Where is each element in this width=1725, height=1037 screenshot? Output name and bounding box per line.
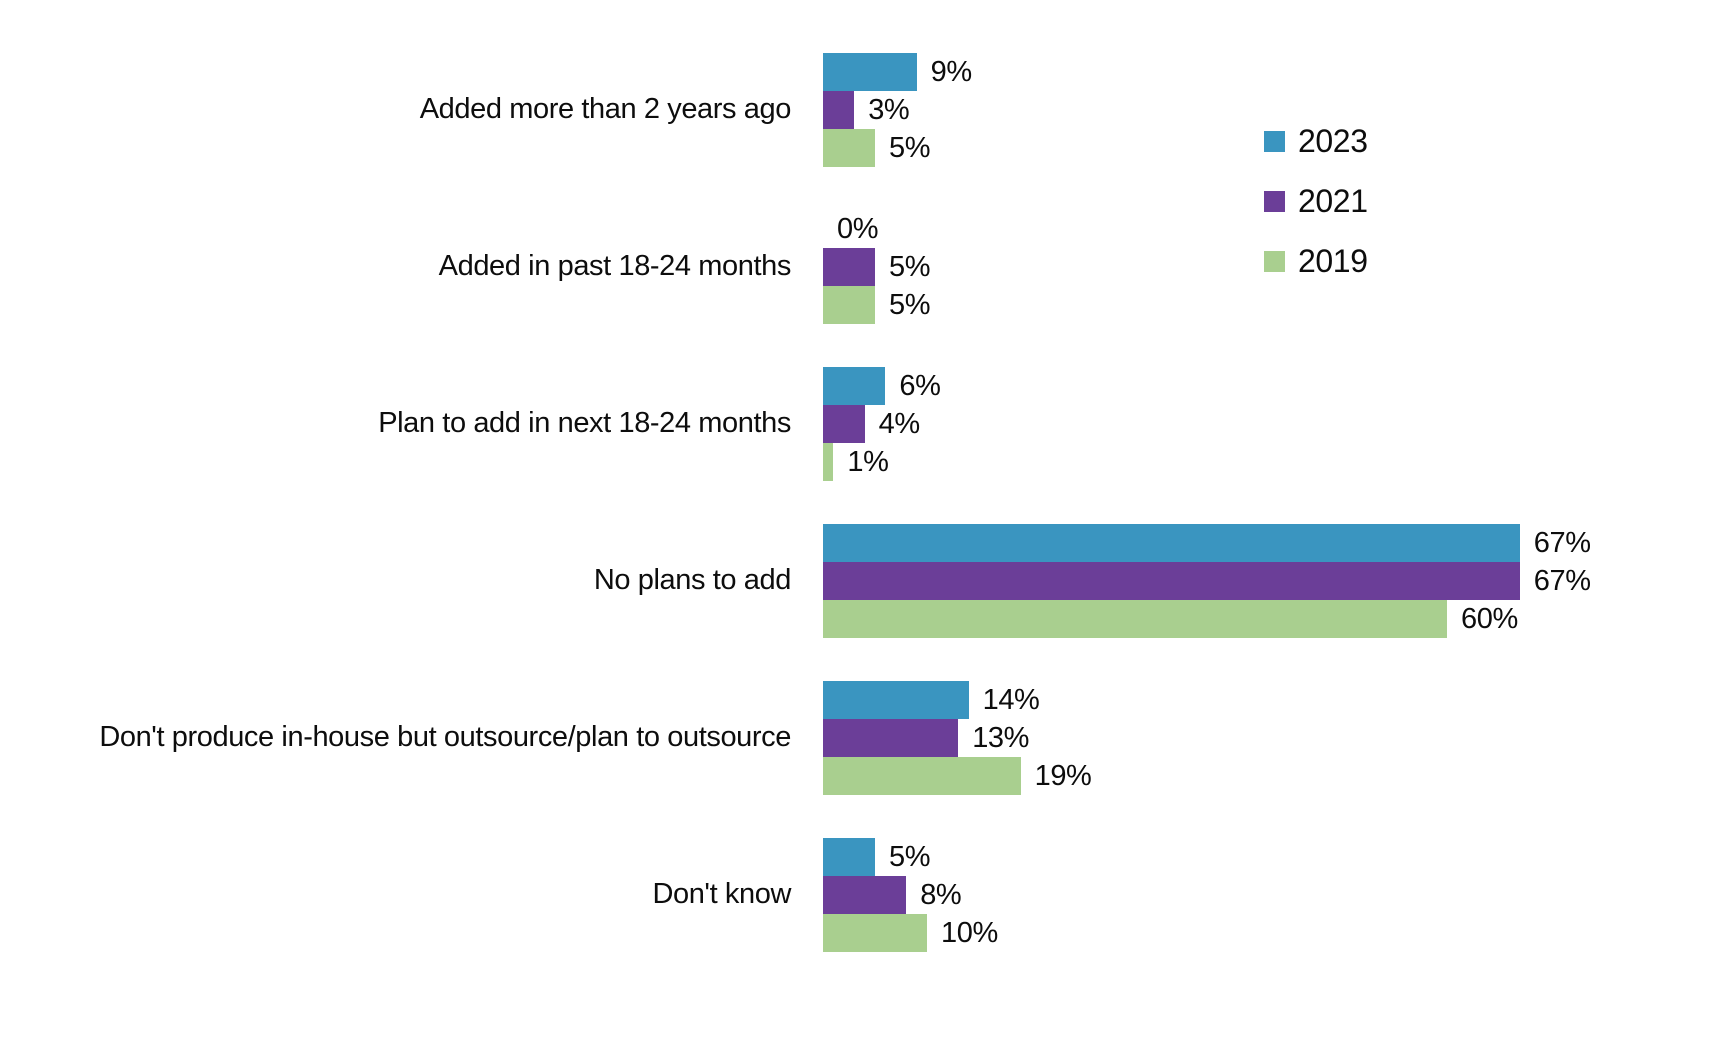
value-label: 1% [847,445,889,478]
category-label: Plan to add in next 18-24 months [378,407,791,440]
bar-2023 [823,367,886,405]
bar-2019 [823,757,1021,795]
bar-2023 [823,53,917,91]
bar-group: 0% 5% 5% [823,210,931,324]
legend-swatch-2021 [1264,190,1285,212]
bar-2023 [823,838,875,876]
bar-row: 1% [823,443,941,481]
legend: 2023 2021 2019 [1264,122,1368,304]
bar-row: 5% [823,286,931,324]
category-group: No plans to add 67% 67% 60% [0,524,1591,638]
bar-2021 [823,248,875,286]
legend-label: 2021 [1298,182,1368,219]
bar-row: 4% [823,405,941,443]
value-label: 5% [889,131,931,164]
bar-row: 0% [823,210,930,248]
category-label: Don't know [652,878,791,911]
bar-row: 6% [823,367,941,405]
legend-label: 2023 [1298,122,1368,159]
bar-row: 3% [823,91,972,129]
category-label: Don't produce in-house but outsource/pla… [99,721,791,754]
legend-swatch-2019 [1264,250,1285,272]
bar-row: 14% [823,681,1091,719]
bar-row: 9% [823,53,972,91]
category-label: Added more than 2 years ago [419,93,792,126]
value-label: 8% [920,878,962,911]
bar-row: 60% [823,600,1591,638]
legend-swatch-2023 [1264,130,1285,152]
category-group: Plan to add in next 18-24 months 6% 4% 1% [0,367,1591,481]
bar-2019 [823,129,875,167]
value-label: 4% [878,407,921,440]
category-group: Don't know 5% 8% 10% [0,838,1591,952]
value-label: 13% [972,721,1030,754]
value-label: 5% [889,250,931,283]
bar-group: 9% 3% 5% [823,53,972,167]
legend-item-2019: 2019 [1264,242,1368,279]
legend-label: 2019 [1298,242,1368,279]
value-label: 10% [941,916,998,949]
bar-2023 [823,681,969,719]
bar-row: 5% [823,129,972,167]
bar-row: 8% [823,876,998,914]
legend-item-2021: 2021 [1264,182,1368,219]
bar-group: 67% 67% 60% [823,524,1591,638]
bar-row: 13% [823,719,1091,757]
bar-group: 5% 8% 10% [823,838,998,952]
category-label: No plans to add [593,564,792,597]
bar-row: 5% [823,838,998,876]
bar-2019 [823,914,927,952]
value-label: 5% [889,840,931,873]
bar-2021 [823,405,865,443]
value-label: 67% [1533,526,1591,559]
bar-2019 [823,443,834,481]
bar-row: 19% [823,757,1092,795]
value-label: 60% [1461,602,1518,635]
bar-2023 [823,524,1520,562]
value-label: 19% [1034,759,1092,792]
category-group: Don't produce in-house but outsource/pla… [0,681,1591,795]
bar-2019 [823,286,875,324]
category-group: Added more than 2 years ago 9% 3% 5% [0,53,1591,167]
bar-row: 67% [823,524,1591,562]
value-label: 6% [899,369,941,402]
value-label: 0% [837,212,879,245]
category-group: Added in past 18-24 months 0% 5% 5% [0,210,1591,324]
category-label: Added in past 18-24 months [438,250,792,283]
bar-row: 10% [823,914,998,952]
value-label: 67% [1533,564,1591,597]
bar-group: 6% 4% 1% [823,367,941,481]
bar-2019 [823,600,1447,638]
value-label: 3% [868,93,910,126]
legend-item-2023: 2023 [1264,122,1368,159]
bar-2021 [823,876,907,914]
bar-row: 5% [823,248,931,286]
value-label: 14% [982,683,1040,716]
value-label: 5% [889,288,931,321]
bar-2021 [823,91,855,129]
bar-row: 67% [823,562,1591,600]
plot-area: Added more than 2 years ago 9% 3% 5% Added i… [0,53,1591,995]
bar-group: 14% 13% 19% [823,681,1092,795]
value-label: 9% [930,55,973,88]
bar-2021 [823,562,1520,600]
bar-2021 [823,719,959,757]
